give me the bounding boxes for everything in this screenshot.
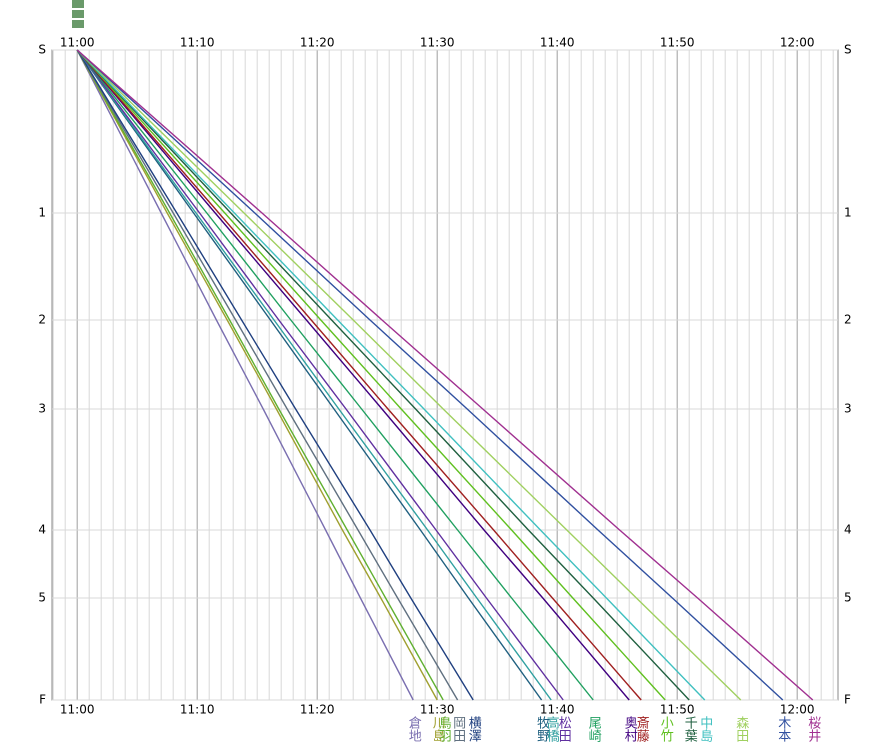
x-tick-label: 11:00 [60, 703, 95, 717]
y-tick-label: S [38, 43, 46, 57]
x-tick-label: 11:30 [420, 703, 455, 717]
x-tick-label: 11:40 [540, 36, 575, 50]
runner-name: 桜井 [805, 716, 821, 743]
runner-name: 小竹 [658, 716, 674, 743]
x-tick-label: 11:50 [660, 703, 695, 717]
x-tick-label: 11:40 [540, 703, 575, 717]
runner-name: 千葉 [682, 716, 698, 742]
y-tick-label: F [39, 693, 46, 707]
y-tick-label: F [844, 693, 851, 707]
runner-name: 川島 [430, 716, 446, 742]
split-line [76, 49, 459, 701]
split-line [76, 49, 706, 701]
y-tick-label: 5 [38, 591, 46, 605]
y-tick-label: 4 [844, 523, 852, 537]
split-line [76, 49, 690, 701]
runner-name: 木本 [775, 716, 791, 742]
runner-name: 松田 [556, 716, 572, 742]
runner-name: 尾崎 [586, 716, 602, 742]
split-line [76, 49, 552, 701]
runner-name: 斎藤 [634, 715, 650, 742]
x-tick-label: 11:10 [180, 703, 215, 717]
split-line [76, 49, 666, 701]
x-tick-label: 11:30 [420, 36, 455, 50]
split-line [76, 49, 630, 701]
y-tick-label: S [844, 43, 852, 57]
icon [72, 20, 84, 28]
split-line [76, 49, 784, 701]
x-tick-label: 11:10 [180, 36, 215, 50]
split-line [76, 49, 414, 701]
runner-name: 鳥羽 [436, 716, 452, 742]
y-tick-label: 4 [38, 523, 46, 537]
icon [72, 10, 84, 18]
x-tick-label: 12:00 [780, 703, 815, 717]
x-tick-label: 11:20 [300, 703, 335, 717]
y-tick-label: 3 [38, 402, 46, 416]
runner-name: 牧野 [534, 716, 550, 742]
y-tick-label: 2 [844, 313, 852, 327]
y-tick-label: 3 [844, 402, 852, 416]
split-line [76, 49, 438, 701]
split-line [76, 49, 444, 701]
split-line [76, 49, 564, 701]
y-tick-label: 1 [844, 206, 852, 220]
split-line [76, 49, 642, 701]
runner-name: 横澤 [466, 716, 482, 742]
runner-name: 中島 [697, 716, 712, 742]
runner-name: 高橋 [544, 715, 560, 743]
runner-name: 岡田 [450, 716, 465, 742]
split-line [76, 49, 594, 701]
x-tick-label: 11:20 [300, 36, 335, 50]
runner-name: 奥村 [622, 716, 638, 742]
split-line [76, 49, 474, 701]
x-tick-label: 11:00 [60, 36, 95, 50]
y-tick-label: 2 [38, 313, 46, 327]
icon [72, 0, 84, 8]
runner-name: 倉地 [406, 716, 422, 742]
x-tick-label: 11:50 [660, 36, 695, 50]
x-tick-label: 12:00 [780, 36, 815, 50]
y-tick-label: 5 [844, 591, 852, 605]
split-line [76, 49, 543, 701]
y-tick-label: 1 [38, 206, 46, 220]
split-line [76, 49, 742, 701]
split-line [76, 49, 814, 701]
runner-name: 森田 [733, 716, 749, 742]
